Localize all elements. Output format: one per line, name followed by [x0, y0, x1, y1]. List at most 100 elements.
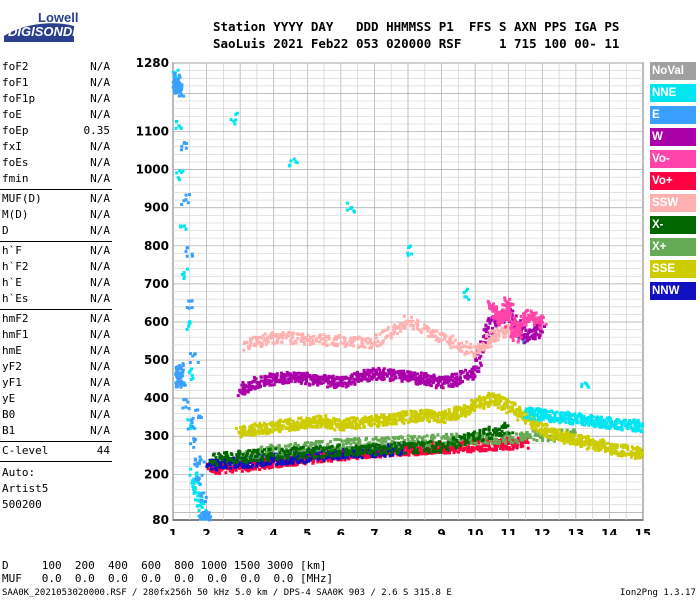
echo-point — [505, 431, 509, 435]
param-name: fxI — [2, 140, 22, 153]
echo-point — [314, 377, 318, 381]
echo-point — [275, 379, 279, 383]
echo-point — [470, 407, 474, 411]
echo-point — [479, 340, 483, 344]
echo-point — [532, 414, 536, 418]
echo-point — [564, 433, 568, 437]
param-value: N/A — [90, 108, 110, 121]
echo-point — [357, 423, 361, 427]
echo-point — [443, 436, 447, 440]
echo-point — [205, 465, 209, 469]
echo-point — [400, 371, 404, 375]
echo-point — [350, 421, 354, 425]
echo-point — [464, 289, 468, 293]
echo-point — [472, 376, 476, 380]
echo-point — [500, 395, 504, 399]
echo-point — [564, 412, 568, 416]
echo-point — [401, 326, 405, 330]
echo-point — [413, 375, 417, 379]
echo-point — [591, 423, 595, 427]
echo-point — [279, 335, 283, 339]
echo-point — [173, 74, 177, 78]
echo-point — [537, 336, 541, 340]
param-name: fmin — [2, 172, 29, 185]
echo-point — [327, 337, 331, 341]
echo-point — [295, 422, 299, 426]
echo-point — [265, 423, 269, 427]
echo-point — [371, 441, 375, 445]
echo-point — [576, 439, 580, 443]
echo-point — [560, 418, 564, 422]
echo-point — [369, 415, 373, 419]
echo-point — [541, 439, 545, 443]
echo-point — [289, 425, 293, 429]
echo-point — [511, 309, 515, 313]
echo-point — [373, 342, 377, 346]
echo-point — [369, 418, 373, 422]
echo-point — [442, 447, 446, 451]
echo-point — [253, 433, 257, 437]
echo-point — [513, 438, 517, 442]
echo-point — [360, 378, 364, 382]
echo-point — [449, 341, 453, 345]
header-line-1: Station YYYY DAY DDD HHMMSS P1 FFS S AXN… — [213, 19, 620, 34]
echo-point — [335, 385, 339, 389]
echo-point — [380, 441, 384, 445]
echo-point — [445, 379, 449, 383]
echo-point — [305, 441, 309, 445]
echo-point — [250, 431, 254, 435]
echo-point — [291, 461, 295, 465]
echo-point — [406, 437, 410, 441]
echo-point — [190, 367, 194, 371]
param-name: h`F2 — [2, 260, 29, 273]
param-name: foF1 — [2, 76, 29, 89]
echo-point — [241, 386, 245, 390]
echo-point — [357, 437, 361, 441]
param-row: D N/A — [2, 224, 110, 240]
echo-point — [558, 420, 562, 424]
echo-point — [281, 459, 285, 463]
echo-point — [430, 334, 434, 338]
echo-point — [525, 431, 529, 435]
echo-point — [532, 437, 536, 441]
echo-point — [546, 439, 550, 443]
echo-point — [425, 411, 429, 415]
echo-point — [234, 465, 238, 469]
echo-point — [280, 462, 284, 466]
param-row: hmF2 N/A — [2, 312, 110, 328]
echo-point — [467, 297, 471, 301]
echo-point — [598, 422, 602, 426]
echo-point — [614, 449, 618, 453]
echo-point — [280, 340, 284, 344]
echo-point — [356, 377, 360, 381]
echo-point — [633, 424, 637, 428]
echo-point — [300, 333, 304, 337]
param-value: N/A — [90, 172, 110, 185]
echo-point — [263, 383, 267, 387]
echo-point — [433, 378, 437, 382]
echo-point — [327, 381, 331, 385]
echo-point — [511, 325, 515, 329]
echo-point — [543, 434, 547, 438]
echo-point — [250, 428, 254, 432]
echo-point — [488, 341, 492, 345]
echo-point — [341, 447, 345, 451]
echo-point — [408, 370, 412, 374]
param-value: N/A — [90, 60, 110, 73]
echo-point — [439, 378, 443, 382]
echo-point — [195, 504, 199, 508]
echo-point — [536, 326, 540, 330]
echo-point — [378, 439, 382, 443]
echo-point — [412, 324, 416, 328]
echo-point — [465, 371, 469, 375]
echo-point — [189, 426, 193, 430]
echo-point — [333, 337, 337, 341]
echo-point — [484, 435, 488, 439]
echo-point — [338, 335, 342, 339]
param-value: N/A — [90, 392, 110, 405]
echo-point — [375, 378, 379, 382]
echo-point — [409, 323, 413, 327]
echo-point — [340, 439, 344, 443]
echo-point — [367, 455, 371, 459]
echo-point — [605, 416, 609, 420]
